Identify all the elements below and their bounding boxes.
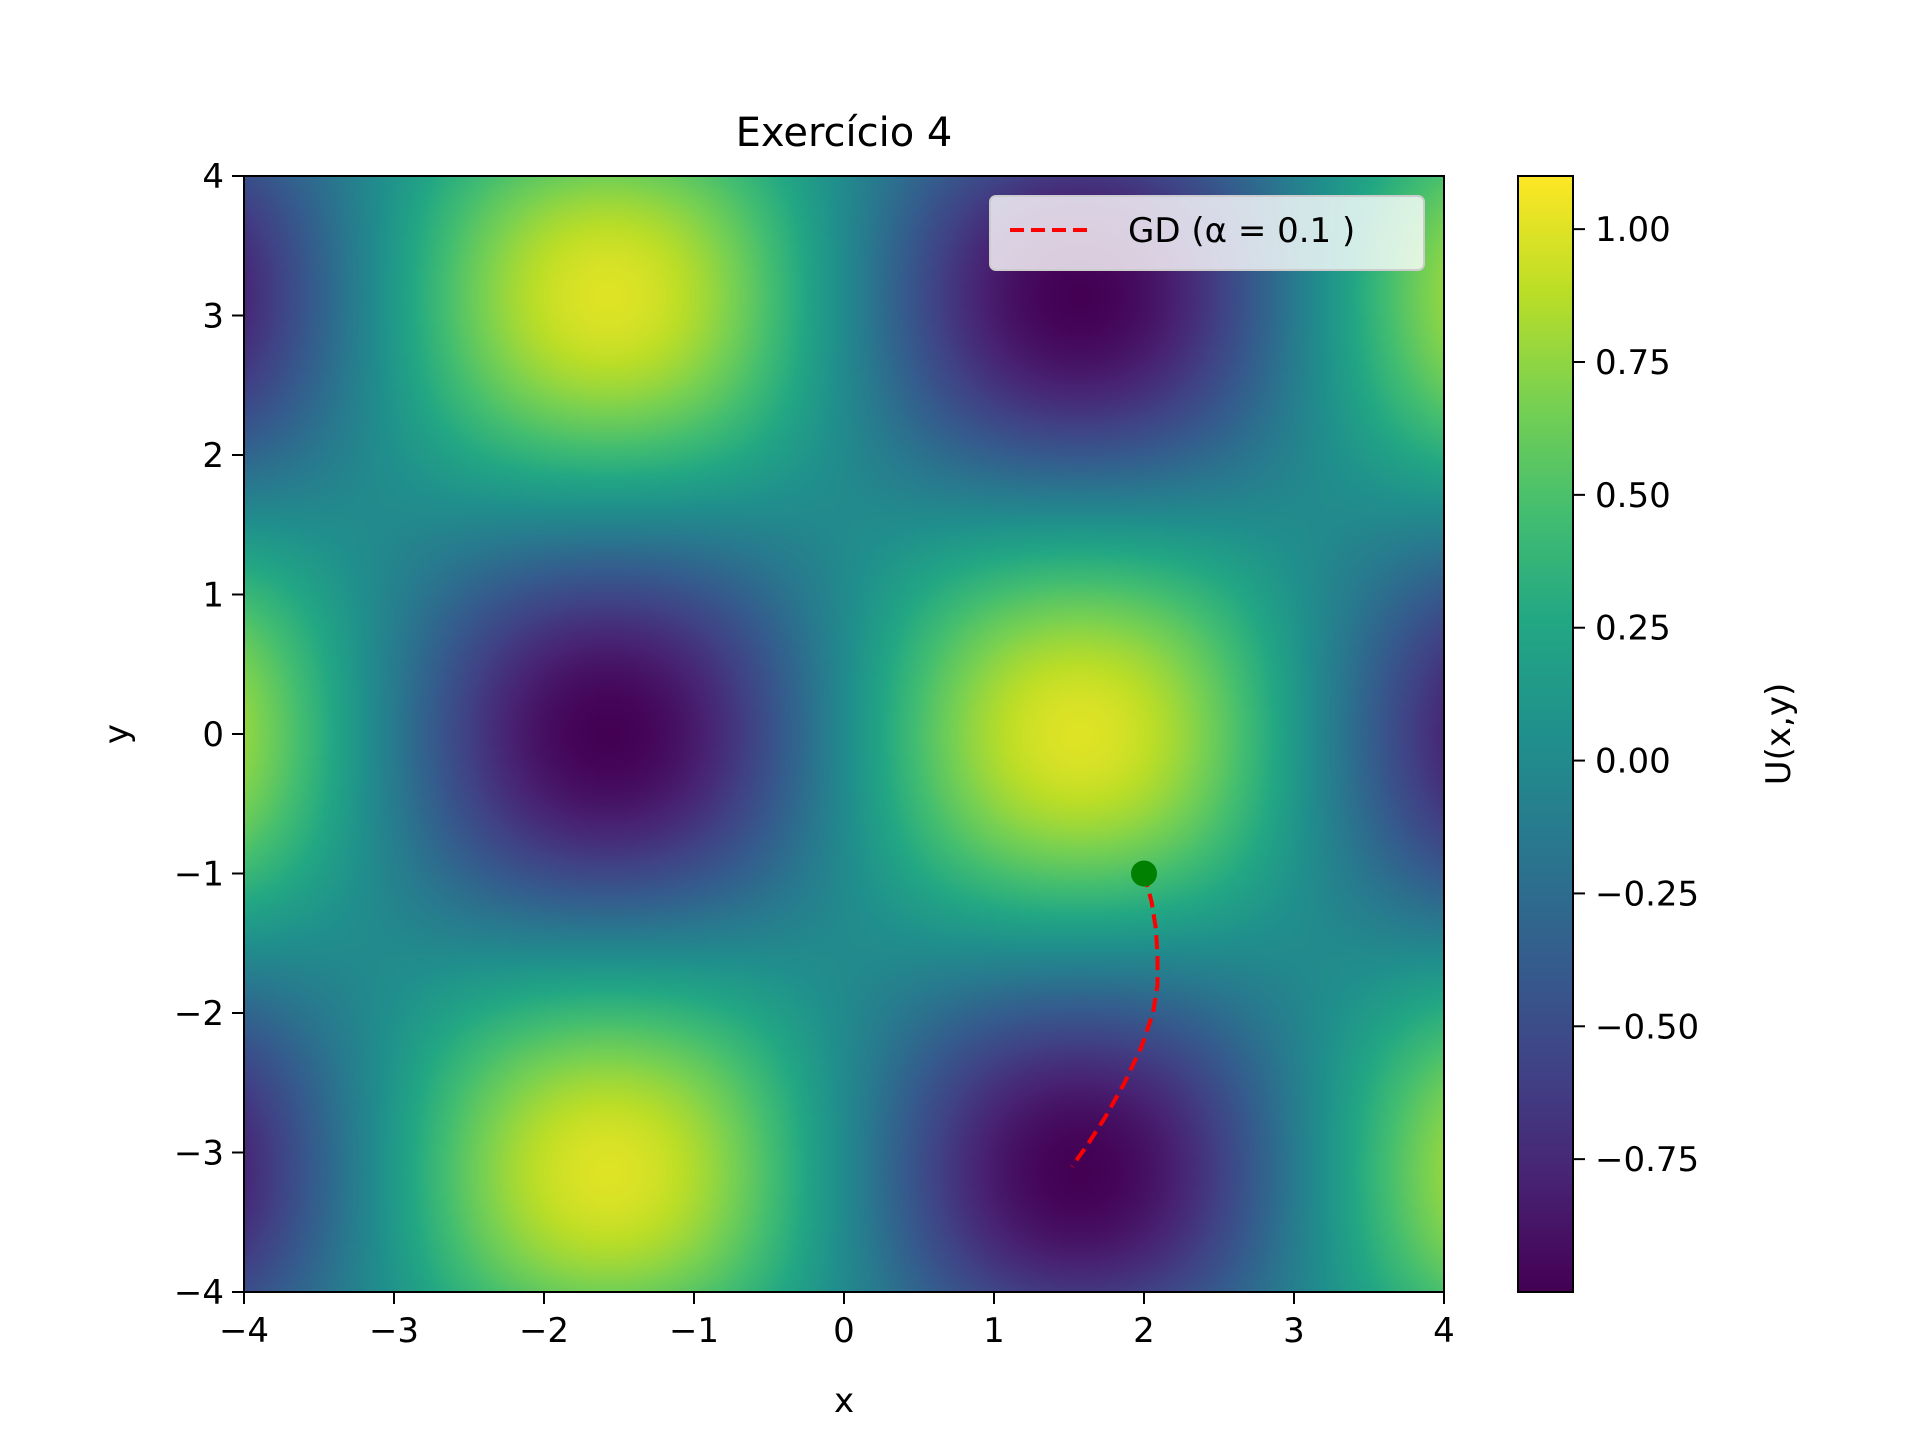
y-tick-label: −1 (174, 855, 224, 895)
legend: GD (α = 0.1 ) (989, 195, 1425, 271)
y-axis-ticks: −4 −3 −2 −1 0 1 2 3 4 (174, 157, 244, 1313)
x-axis-label: x (834, 1381, 854, 1421)
plot-frame (243, 175, 1445, 1293)
colorbar-tick-label: −0.75 (1595, 1140, 1699, 1180)
y-tick-label: 4 (202, 157, 224, 197)
y-tick-label: −4 (174, 1273, 224, 1313)
y-tick-label: −3 (174, 1134, 224, 1174)
legend-entry-label: GD (α = 0.1 ) (1128, 211, 1355, 251)
colorbar-tick-label: 0.75 (1595, 343, 1671, 383)
colorbar-tick-label: 1.00 (1595, 210, 1671, 250)
x-tick-label: −4 (219, 1311, 269, 1351)
y-tick-label: −2 (174, 994, 224, 1034)
y-axis-label: y (97, 724, 137, 744)
y-tick-label: 3 (202, 297, 224, 337)
colorbar-gradient (1518, 176, 1573, 1292)
x-tick-label: 3 (1283, 1311, 1305, 1351)
x-tick-label: −3 (369, 1311, 419, 1351)
heatmap-image (244, 176, 1444, 1292)
x-tick-label: −2 (519, 1311, 569, 1351)
x-axis-ticks: −4 −3 −2 −1 0 1 2 3 4 (219, 1292, 1455, 1351)
colorbar-label: U(x,y) (1759, 683, 1799, 785)
chart-title: Exercício 4 (736, 110, 953, 156)
gd-trajectory (1070, 860, 1160, 1168)
colorbar-ticks: 1.00 0.75 0.50 0.25 0.00 −0.25 −0.50 −0.75 (1573, 210, 1699, 1180)
plot-area: −4 −3 −2 −1 0 1 2 3 4 −4 −3 −2 −1 0 1 2 3 4 (174, 157, 1455, 1351)
colorbar-frame (1517, 175, 1574, 1293)
colorbar-tick-label: 0.00 (1595, 742, 1671, 782)
start-point-marker (1131, 860, 1157, 887)
x-tick-label: 0 (833, 1311, 855, 1351)
x-tick-label: 1 (983, 1311, 1005, 1351)
colorbar-tick-label: −0.25 (1595, 874, 1699, 914)
gd-path-line (1070, 872, 1160, 1168)
colorbar-tick-label: 0.50 (1595, 476, 1671, 516)
colorbar-tick-label: −0.50 (1595, 1007, 1699, 1047)
legend-box (989, 195, 1425, 271)
y-tick-label: 0 (202, 715, 224, 755)
colorbar-tick-label: 0.25 (1595, 609, 1671, 649)
x-tick-label: 2 (1133, 1311, 1155, 1351)
x-tick-label: 4 (1433, 1311, 1455, 1351)
y-tick-label: 2 (202, 436, 224, 476)
y-tick-label: 1 (202, 576, 224, 616)
x-tick-label: −1 (669, 1311, 719, 1351)
